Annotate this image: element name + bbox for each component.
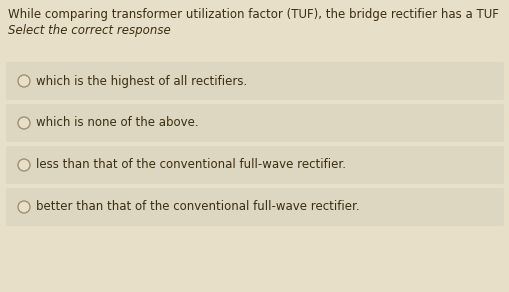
Text: which is the highest of all rectifiers.: which is the highest of all rectifiers.: [36, 74, 247, 88]
Circle shape: [18, 117, 30, 129]
Text: While comparing transformer utilization factor (TUF), the bridge rectifier has a: While comparing transformer utilization …: [8, 8, 498, 21]
FancyBboxPatch shape: [6, 104, 503, 142]
Circle shape: [18, 201, 30, 213]
Text: which is none of the above.: which is none of the above.: [36, 117, 198, 129]
Circle shape: [18, 75, 30, 87]
Circle shape: [18, 159, 30, 171]
Text: Select the correct response: Select the correct response: [8, 24, 171, 37]
FancyBboxPatch shape: [6, 146, 503, 184]
Text: less than that of the conventional full-wave rectifier.: less than that of the conventional full-…: [36, 159, 345, 171]
Text: better than that of the conventional full-wave rectifier.: better than that of the conventional ful…: [36, 201, 359, 213]
FancyBboxPatch shape: [6, 188, 503, 226]
FancyBboxPatch shape: [6, 62, 503, 100]
